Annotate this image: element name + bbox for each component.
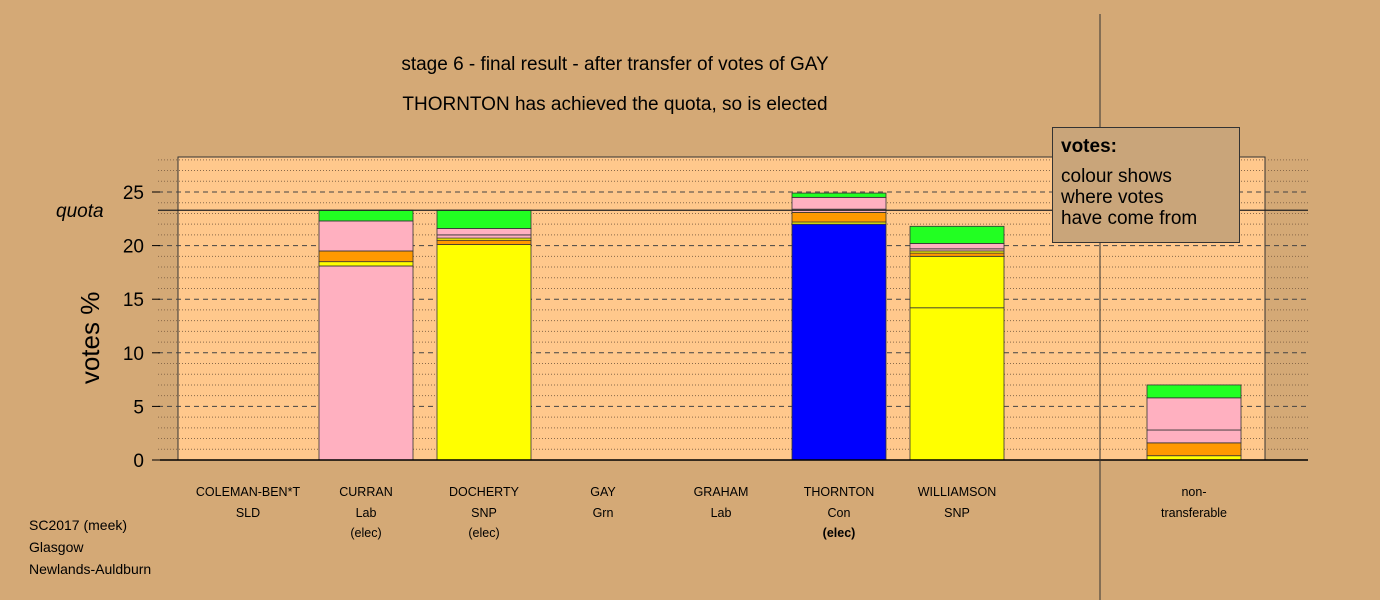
bar-segment	[909, 243, 1005, 250]
candidate-status: (elec)	[350, 526, 381, 540]
bar-segment	[436, 239, 532, 245]
candidate-name: DOCHERTY	[449, 485, 520, 499]
bar-segment	[318, 209, 414, 222]
y-tick-label: 25	[123, 183, 144, 204]
bar-segment	[318, 261, 414, 267]
source-line: Newlands-Auldburn	[29, 561, 152, 577]
bar-segment	[318, 265, 414, 461]
candidate-party: Lab	[356, 506, 377, 520]
legend-box: votes: colour shows where votes have com…	[1052, 127, 1240, 243]
source-line: SC2017 (meek)	[29, 517, 128, 533]
candidate-party: Con	[828, 506, 851, 520]
legend-line: colour shows	[1061, 166, 1172, 187]
nontransferable-label: transferable	[1161, 506, 1227, 520]
y-tick-label: 20	[123, 237, 144, 258]
candidate-party: Grn	[593, 506, 614, 520]
y-tick-label: 10	[123, 344, 144, 365]
bar-segment	[436, 244, 532, 461]
candidate-name: COLEMAN-BEN*T	[196, 485, 301, 499]
bar-segment	[318, 250, 414, 263]
quota-label: quota	[56, 201, 104, 222]
bar-segment	[909, 255, 1005, 309]
candidate-party: SNP	[471, 506, 497, 520]
bar-segment	[909, 225, 1005, 244]
bar-segment	[791, 196, 887, 210]
chart-subtitle: THORNTON has achieved the quota, so is e…	[402, 94, 828, 115]
candidate-status: (elec)	[468, 526, 499, 540]
chart-title: stage 6 - final result - after transfer …	[401, 54, 829, 75]
bar-segment	[436, 234, 532, 239]
candidate-party: SNP	[944, 506, 970, 520]
candidate-name: GAY	[590, 485, 616, 499]
candidate-party: SLD	[236, 506, 260, 520]
bar-segment	[791, 192, 887, 198]
bar-segment	[436, 209, 532, 229]
y-axis-label: votes %	[75, 292, 105, 385]
source-line: Glasgow	[29, 539, 84, 555]
bar-segment	[436, 228, 532, 236]
bar-segment	[791, 223, 887, 461]
y-tick-label: 0	[133, 451, 144, 472]
nontransferable-bar-segment	[1146, 397, 1242, 431]
bar-segment	[318, 220, 414, 252]
nontransferable-bar-segment	[1146, 384, 1242, 399]
y-tick-label: 15	[123, 290, 144, 311]
nontransferable-bar-segment	[1146, 442, 1242, 457]
nontransferable-label: non-	[1181, 485, 1206, 499]
legend-line: have come from	[1061, 208, 1198, 229]
candidate-party: Lab	[711, 506, 732, 520]
y-tick-label: 5	[133, 397, 144, 418]
bar-segment	[909, 307, 1005, 461]
candidate-name: THORNTON	[804, 485, 875, 499]
candidate-status: (elec)	[823, 526, 856, 540]
bar-segment	[791, 211, 887, 223]
nontransferable-bar-segment	[1146, 429, 1242, 444]
legend-line: where votes	[1061, 187, 1164, 208]
candidate-name: GRAHAM	[694, 485, 749, 499]
legend-title: votes:	[1061, 136, 1117, 157]
candidate-name: WILLIAMSON	[918, 485, 997, 499]
candidate-name: CURRAN	[339, 485, 392, 499]
bar-segment	[909, 252, 1005, 257]
